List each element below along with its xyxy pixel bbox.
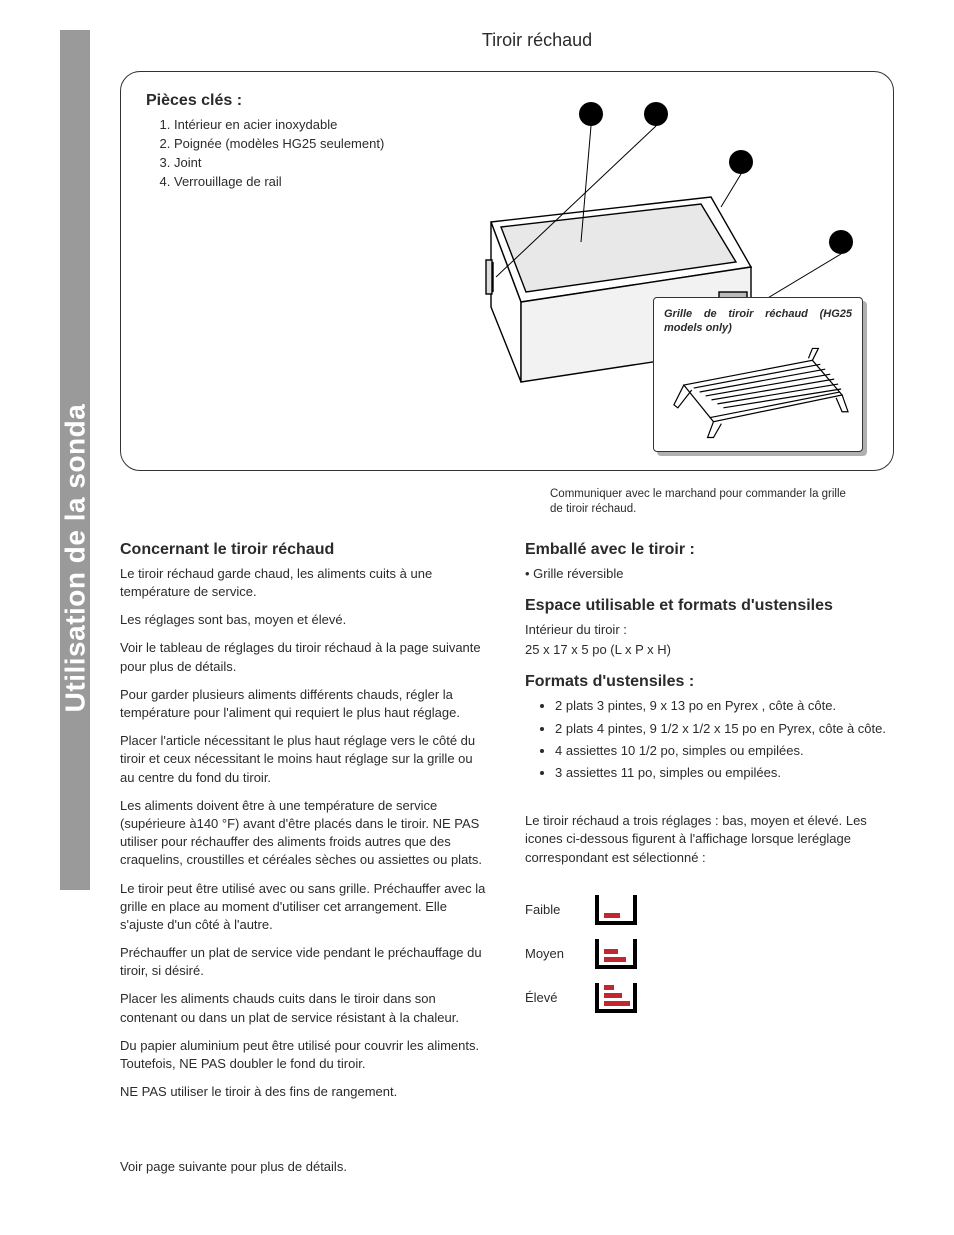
left-para: Placer les aliments chauds cuits dans le… [120, 990, 489, 1026]
left-para: Placer l'article nécessitant le plus hau… [120, 732, 489, 787]
left-para: Les aliments doivent être à une températ… [120, 797, 489, 870]
settings-row-low: Faible [525, 895, 894, 925]
space-p1: Intérieur du tiroir : [525, 621, 894, 639]
left-heading: Concernant le tiroir réchaud [120, 541, 489, 559]
settings-row-med: Moyen [525, 939, 894, 969]
left-para: Préchauffer un plat de service vide pend… [120, 944, 489, 980]
left-column: Concernant le tiroir réchaud Le tiroir r… [120, 541, 489, 1112]
high-icon [595, 983, 637, 1013]
left-para: Le tiroir peut être utilisé avec ou sans… [120, 880, 489, 935]
side-tab-label: Utilisation de la sonda [59, 404, 91, 713]
left-para: NE PAS utiliser le tiroir à des fins de … [120, 1083, 489, 1101]
side-tab: Utilisation de la sonda [60, 30, 90, 890]
left-para: Le tiroir réchaud garde chaud, les alime… [120, 565, 489, 601]
page-title: Tiroir réchaud [180, 30, 894, 51]
settings-intro: Le tiroir réchaud a trois réglages : bas… [525, 812, 894, 867]
format-item: 3 assiettes 11 po, simples ou empilées. [555, 764, 894, 782]
columns: Concernant le tiroir réchaud Le tiroir r… [120, 541, 894, 1112]
rack-caption: Grille de tiroir réchaud (HG25 models on… [664, 308, 852, 336]
format-item: 2 plats 3 pintes, 9 x 13 po en Pyrex , c… [555, 697, 894, 715]
right-column: Emballé avec le tiroir : • Grille révers… [525, 541, 894, 1112]
figure-box: Pièces clés : Intérieur en acier inoxyda… [120, 71, 894, 471]
format-item: 2 plats 4 pintes, 9 1/2 x 1/2 x 15 po en… [555, 720, 894, 738]
setting-label: Élevé [525, 990, 575, 1005]
packed-heading: Emballé avec le tiroir : [525, 541, 894, 559]
settings-row-high: Élevé [525, 983, 894, 1013]
contact-note: Communiquer avec le marchand pour comman… [550, 487, 850, 517]
left-para: Les réglages sont bas, moyen et élevé. [120, 611, 489, 629]
settings-table: Faible Moyen Élevé [525, 895, 894, 1013]
low-icon [595, 895, 637, 925]
medium-icon [595, 939, 637, 969]
rack-inset: Grille de tiroir réchaud (HG25 models on… [653, 297, 863, 452]
formats-list: 2 plats 3 pintes, 9 x 13 po en Pyrex , c… [525, 697, 894, 782]
footer-note: Voir page suivante pour plus de détails. [120, 1159, 894, 1174]
space-p2: 25 x 17 x 5 po (L x P x H) [525, 641, 894, 659]
packed-item: • Grille réversible [525, 565, 894, 583]
setting-label: Faible [525, 902, 575, 917]
format-item: 4 assiettes 10 1/2 po, simples ou empilé… [555, 742, 894, 760]
left-para: Du papier aluminium peut être utilisé po… [120, 1037, 489, 1073]
left-para: Voir le tableau de réglages du tiroir ré… [120, 639, 489, 675]
rack-illustration [664, 340, 852, 440]
left-para: Pour garder plusieurs aliments différent… [120, 686, 489, 722]
setting-label: Moyen [525, 946, 575, 961]
space-heading: Espace utilisable et formats d'ustensile… [525, 597, 894, 615]
formats-heading: Formats d'ustensiles : [525, 673, 894, 691]
